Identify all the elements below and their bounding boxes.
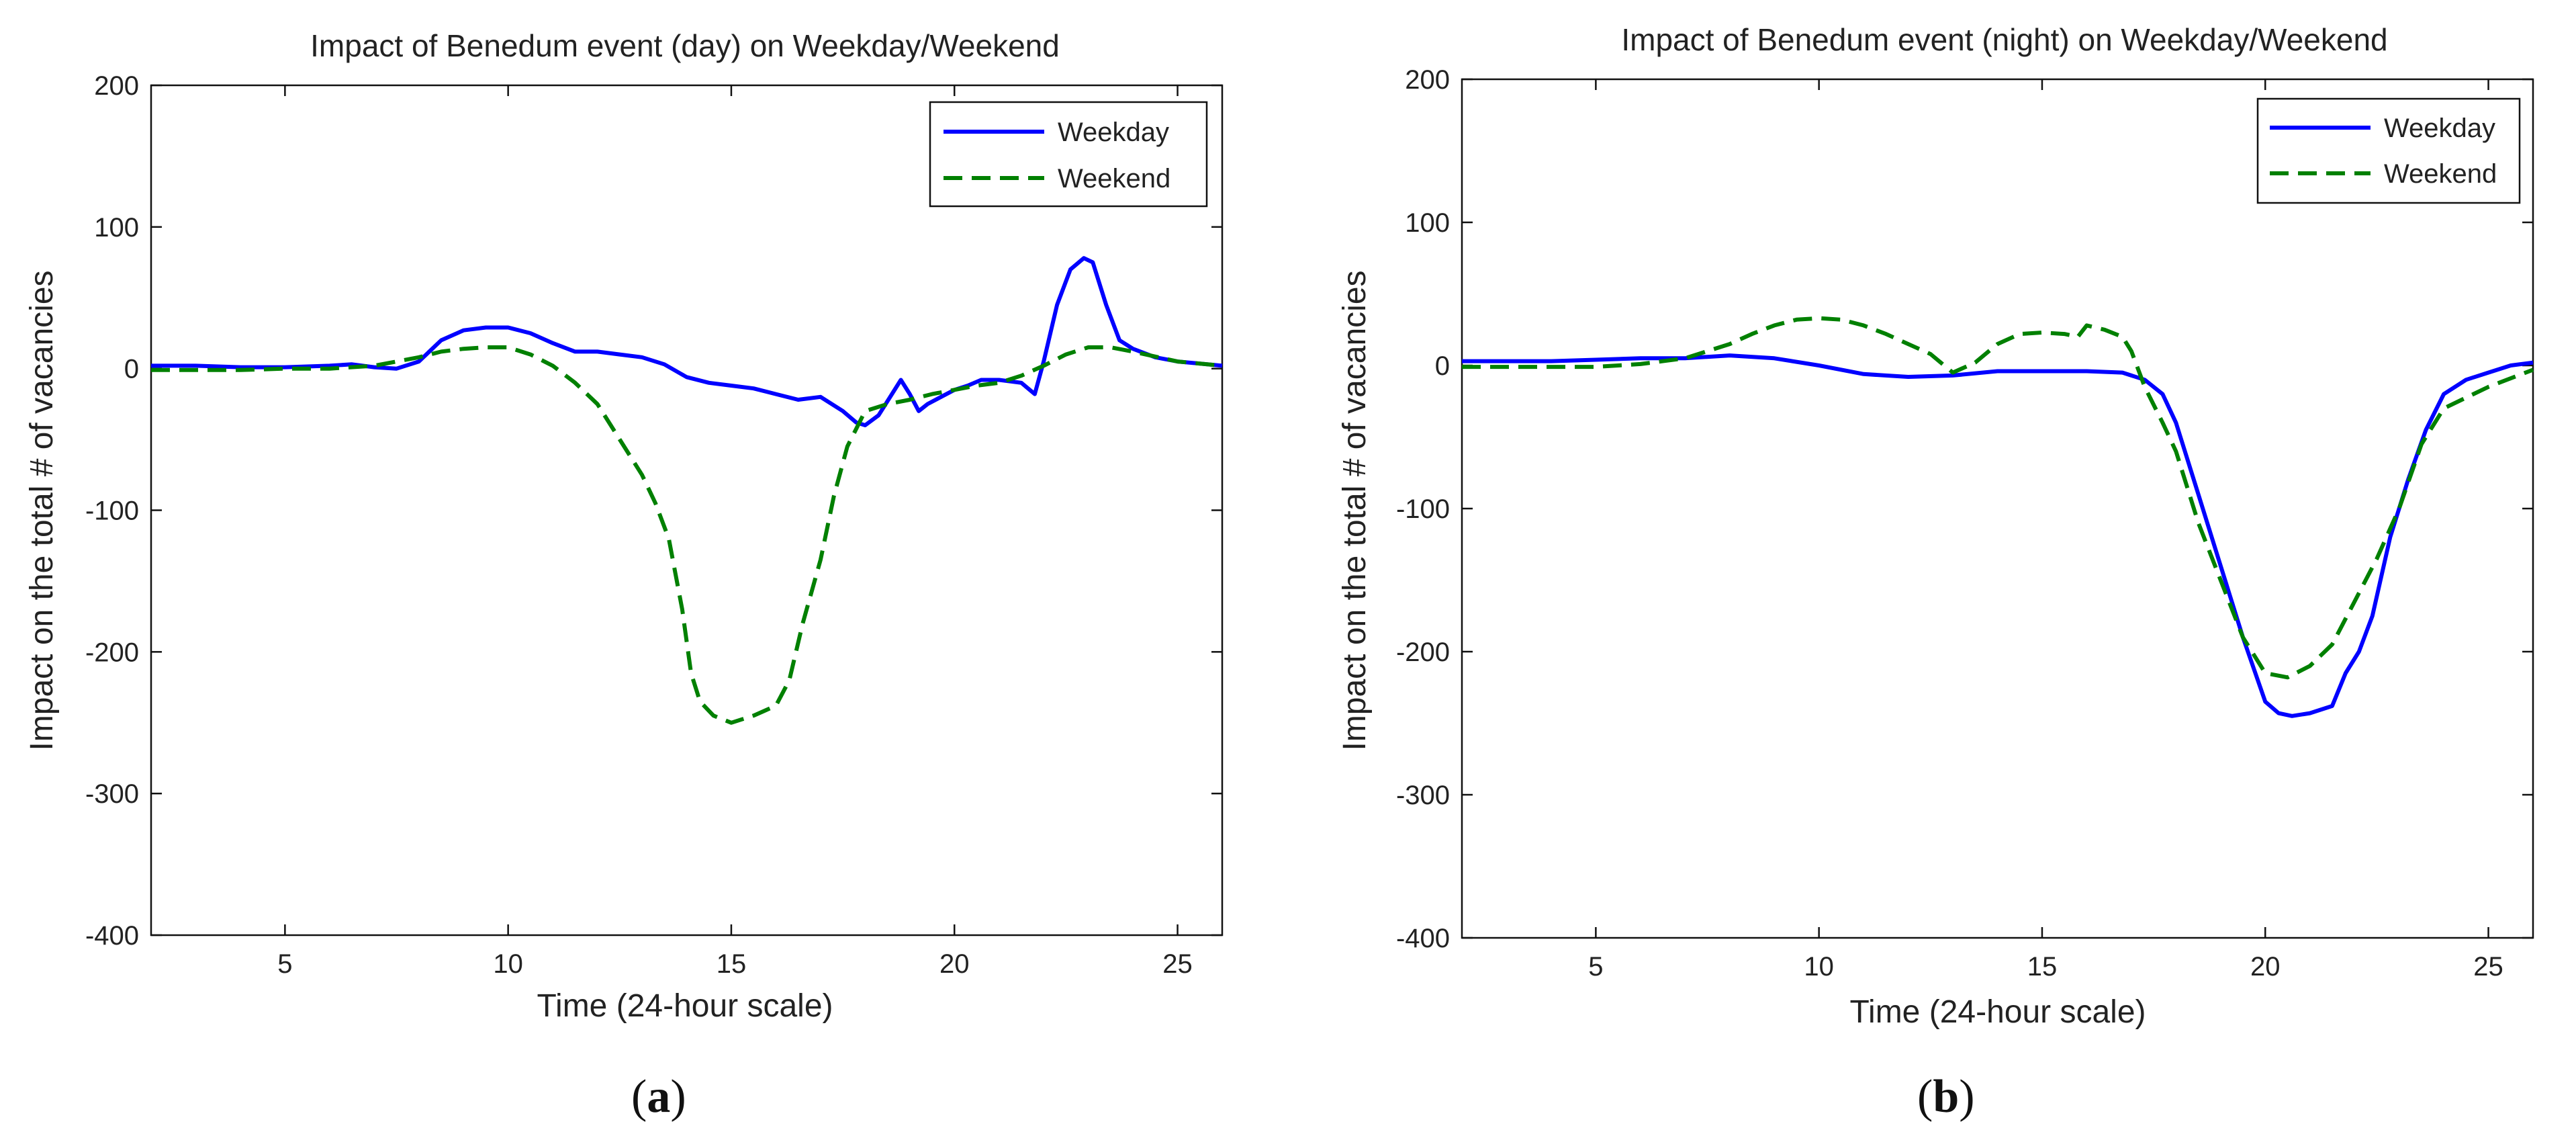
y-tick-label: 0 — [1435, 351, 1450, 381]
y-tick-label: -200 — [1396, 638, 1450, 667]
series-line-weekend — [151, 345, 1223, 725]
y-tick-label: -400 — [1396, 924, 1450, 953]
y-tick-label: 100 — [1405, 208, 1450, 238]
x-tick-label: 5 — [277, 949, 292, 979]
legend-box — [929, 101, 1208, 208]
legend-box — [2256, 97, 2521, 204]
panel-label-letter: a — [647, 1071, 670, 1123]
y-tick-label: 200 — [1405, 65, 1450, 95]
x-axis-label: Time (24-hour scale) — [1849, 994, 2146, 1030]
y-tick-label: -200 — [85, 638, 139, 667]
x-tick-label: 25 — [2473, 952, 2503, 982]
ticks: 5 10 15 20 25 -400 -300 -200 -100 0 100 200 — [1396, 65, 2533, 982]
ticks: 5 10 15 20 25 -400 -300 -200 -100 0 100 200 — [85, 71, 1222, 979]
x-tick-label: 20 — [2250, 952, 2281, 982]
legend: Weekday Weekend — [929, 101, 1208, 208]
y-tick-label: -100 — [85, 496, 139, 526]
x-tick-label: 25 — [1162, 949, 1193, 979]
legend-label-weekend: Weekend — [2384, 159, 2497, 189]
chart-panel-b: Impact of Benedum event (night) on Weekd… — [1337, 22, 2534, 1123]
series-line-weekend — [1462, 316, 2534, 680]
legend-label-weekday: Weekday — [2384, 114, 2495, 143]
y-tick-label: 200 — [94, 71, 139, 101]
legend-label-weekday: Weekday — [1058, 118, 1169, 147]
y-axis-label: Impact on the total # of vacancies — [24, 270, 60, 750]
plot-area — [1461, 78, 2534, 939]
series-line-weekday — [151, 256, 1223, 427]
x-tick-label: 10 — [1804, 952, 1834, 982]
y-axis-label: Impact on the total # of vacancies — [1337, 270, 1373, 750]
x-tick-label: 15 — [717, 949, 747, 979]
x-axis-label: Time (24-hour scale) — [537, 988, 833, 1024]
chart-title: Impact of Benedum event (night) on Weekd… — [1621, 22, 2387, 57]
chart-title: Impact of Benedum event (day) on Weekday… — [310, 28, 1060, 63]
x-tick-label: 10 — [493, 949, 523, 979]
y-tick-label: 0 — [124, 355, 139, 384]
y-tick-label: -400 — [85, 921, 139, 951]
chart-panel-a: Impact of Benedum event (day) on Weekday… — [24, 28, 1224, 1123]
y-tick-label: -300 — [85, 779, 139, 809]
y-tick-label: -100 — [1396, 494, 1450, 524]
x-tick-label: 20 — [939, 949, 970, 979]
plot-area — [150, 84, 1224, 937]
panel-label-b: (b) — [1917, 1071, 1975, 1123]
series-group — [1462, 316, 2534, 718]
legend: Weekday Weekend — [2256, 97, 2521, 204]
series-group — [151, 256, 1223, 725]
x-tick-label: 15 — [2027, 952, 2058, 982]
x-tick-label: 5 — [1588, 952, 1603, 982]
y-tick-label: -300 — [1396, 781, 1450, 810]
panel-label-a: (a) — [631, 1071, 686, 1123]
series-line-weekday — [1462, 353, 2534, 718]
panel-label-letter: b — [1933, 1071, 1959, 1123]
y-tick-label: 100 — [94, 213, 139, 243]
legend-label-weekend: Weekend — [1058, 164, 1170, 193]
